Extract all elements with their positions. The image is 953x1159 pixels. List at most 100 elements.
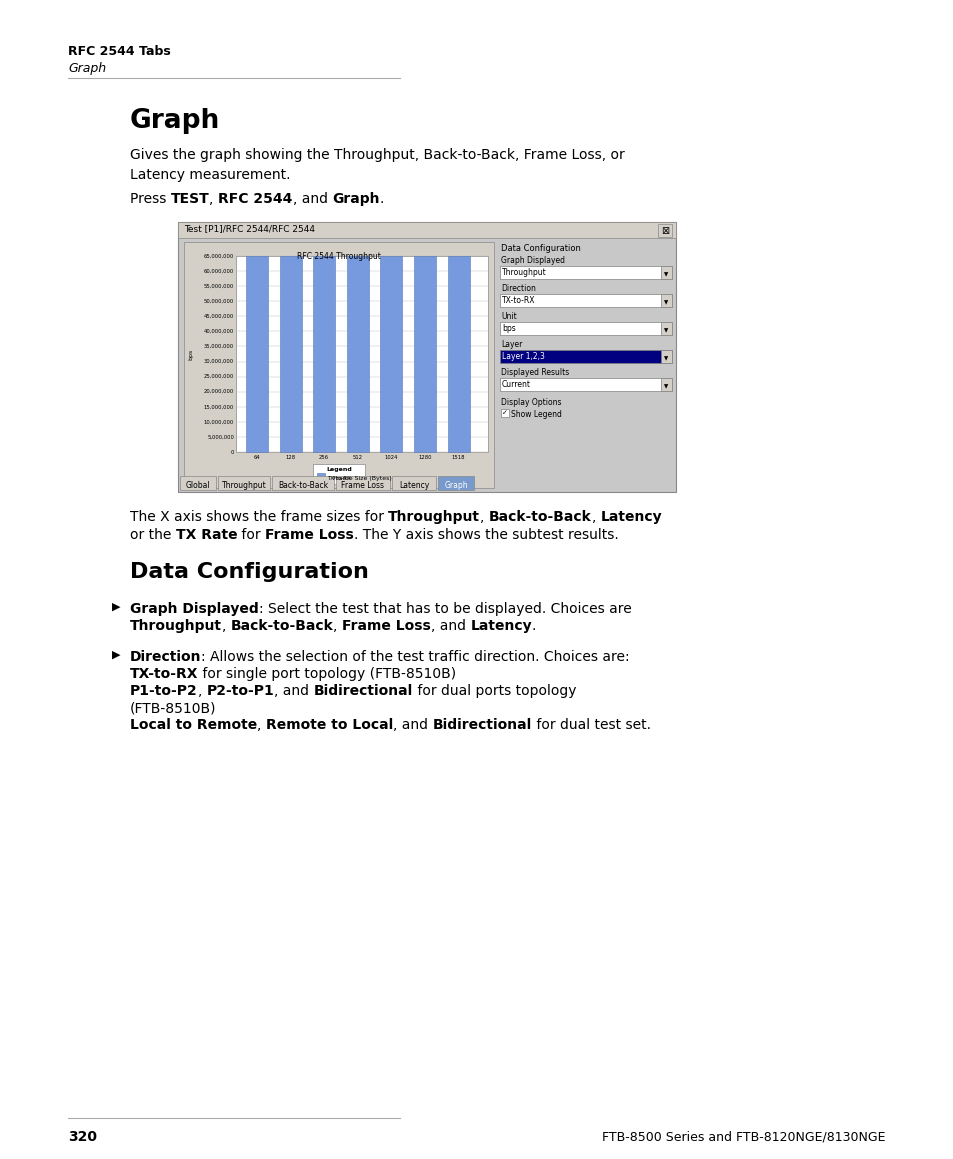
Text: 55,000,000: 55,000,000 [204, 284, 233, 289]
Text: TX-to-RX: TX-to-RX [130, 666, 198, 681]
Bar [660, 378, 671, 391]
Text: 20,000,000: 20,000,000 [204, 389, 233, 394]
Text: , and: , and [431, 619, 470, 633]
Text: Legend: Legend [326, 467, 352, 472]
Text: ⊠: ⊠ [660, 226, 668, 236]
Text: Back-to-Back: Back-to-Back [489, 510, 591, 524]
Text: 128: 128 [285, 455, 295, 460]
Bar [437, 476, 474, 490]
Bar [178, 223, 676, 493]
Bar [499, 378, 671, 391]
Text: FTB-8500 Series and FTB-8120NGE/8130NGE: FTB-8500 Series and FTB-8120NGE/8130NGE [602, 1130, 885, 1143]
Bar [660, 267, 671, 279]
Text: bps: bps [501, 325, 516, 333]
Text: ,: , [591, 510, 600, 524]
Text: , and: , and [393, 717, 432, 732]
Text: Bidirectional: Bidirectional [314, 684, 413, 698]
Bar [235, 256, 488, 452]
Bar [218, 476, 270, 490]
Text: ,: , [197, 684, 206, 698]
Text: Latency: Latency [398, 481, 429, 489]
Text: .: . [532, 619, 536, 633]
Text: Frame Loss: Frame Loss [265, 529, 354, 542]
Text: Press: Press [130, 192, 171, 206]
Text: for: for [237, 529, 265, 542]
Text: : Allows the selection of the test traffic direction. Choices are:: : Allows the selection of the test traff… [201, 650, 630, 664]
Bar [184, 242, 494, 488]
Bar [313, 464, 365, 484]
Text: Direction: Direction [130, 650, 201, 664]
Bar [499, 322, 671, 335]
Text: Graph: Graph [68, 61, 106, 75]
Text: Throughput: Throughput [388, 510, 480, 524]
Text: 15,000,000: 15,000,000 [204, 404, 233, 409]
Bar [414, 256, 436, 452]
Text: ,: , [210, 192, 218, 206]
Text: Remote to Local: Remote to Local [266, 717, 393, 732]
Text: . The Y axis shows the subtest results.: . The Y axis shows the subtest results. [354, 529, 618, 542]
Text: 0: 0 [231, 450, 233, 454]
Text: RFC 2544 Throughput: RFC 2544 Throughput [296, 252, 380, 261]
Text: Graph Displayed: Graph Displayed [130, 602, 258, 615]
Text: Latency: Latency [470, 619, 532, 633]
Text: 45,000,000: 45,000,000 [204, 314, 233, 319]
Text: ▶: ▶ [112, 602, 120, 612]
Text: Unit: Unit [500, 312, 517, 321]
Text: Display Options: Display Options [500, 398, 561, 407]
Text: for dual ports topology: for dual ports topology [413, 684, 576, 698]
Bar [246, 256, 268, 452]
Text: ▼: ▼ [663, 272, 668, 277]
Text: Graph: Graph [332, 192, 379, 206]
Text: Frame Loss: Frame Loss [341, 481, 384, 489]
Text: Bidirectional: Bidirectional [432, 717, 532, 732]
Bar [660, 322, 671, 335]
Text: Graph Displayed: Graph Displayed [500, 256, 564, 265]
Text: ▼: ▼ [663, 356, 668, 360]
Text: TX-to-RX: TX-to-RX [327, 476, 351, 481]
Text: P1-to-P2: P1-to-P2 [130, 684, 197, 698]
Text: Latency: Latency [600, 510, 661, 524]
Text: Throughput: Throughput [221, 481, 266, 489]
Text: 512: 512 [353, 455, 362, 460]
Text: 65,000,000: 65,000,000 [204, 254, 233, 258]
Text: 50,000,000: 50,000,000 [204, 299, 233, 304]
Text: 30,000,000: 30,000,000 [204, 359, 233, 364]
Bar [447, 256, 469, 452]
Text: Graph: Graph [444, 481, 467, 489]
Text: for single port topology (FTB-8510B): for single port topology (FTB-8510B) [198, 666, 456, 681]
Text: : Select the test that has to be displayed. Choices are: : Select the test that has to be display… [258, 602, 631, 615]
Text: bps: bps [189, 349, 193, 359]
Text: Show Legend: Show Legend [511, 410, 561, 420]
Text: RFC 2544: RFC 2544 [218, 192, 293, 206]
Bar [660, 294, 671, 307]
Text: ▶: ▶ [112, 650, 120, 659]
Text: ▼: ▼ [663, 384, 668, 389]
Text: ,: , [480, 510, 489, 524]
Text: 5,000,000: 5,000,000 [207, 435, 233, 439]
Text: 320: 320 [68, 1130, 97, 1144]
Text: Frame Loss: Frame Loss [342, 619, 431, 633]
Text: Local to Remote: Local to Remote [130, 717, 257, 732]
Bar [347, 256, 368, 452]
Text: for dual test set.: for dual test set. [532, 717, 650, 732]
Text: 25,000,000: 25,000,000 [204, 374, 233, 379]
Bar [500, 409, 509, 417]
Text: 35,000,000: 35,000,000 [204, 344, 233, 349]
Text: TX Rate: TX Rate [175, 529, 237, 542]
Text: Displayed Results: Displayed Results [500, 369, 569, 377]
Text: Back-to-Back: Back-to-Back [277, 481, 328, 489]
Bar [279, 256, 301, 452]
Text: 60,000,000: 60,000,000 [204, 269, 233, 274]
Bar [335, 476, 390, 490]
Text: .: . [379, 192, 383, 206]
Bar [313, 256, 335, 452]
Text: ,: , [222, 619, 231, 633]
Bar [499, 294, 671, 307]
Text: (FTB-8510B): (FTB-8510B) [130, 701, 216, 715]
Bar [392, 476, 436, 490]
Text: 256: 256 [319, 455, 329, 460]
Text: RFC 2544 Tabs: RFC 2544 Tabs [68, 45, 171, 58]
Text: Graph: Graph [130, 108, 220, 134]
Text: 1024: 1024 [384, 455, 397, 460]
Text: ▼: ▼ [663, 328, 668, 333]
